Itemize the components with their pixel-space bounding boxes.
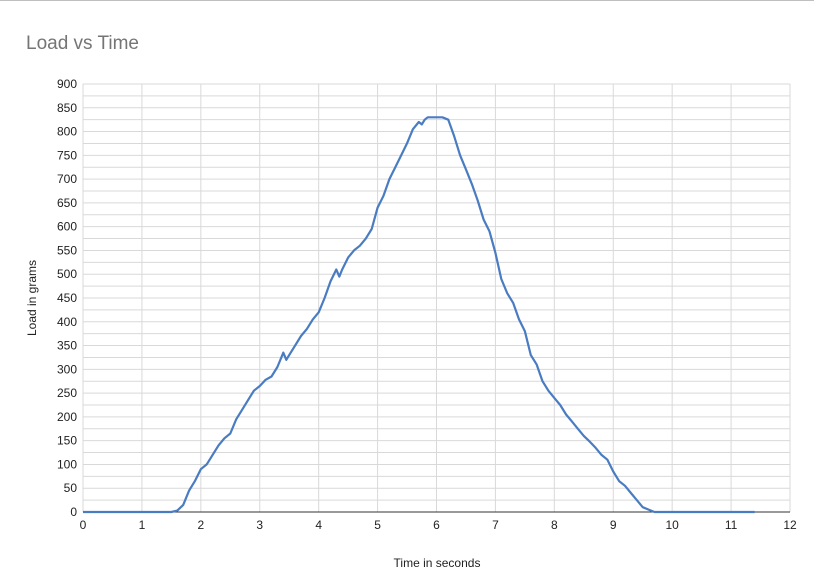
y-tick-label: 300: [57, 362, 77, 376]
x-tick-label: 1: [139, 518, 146, 532]
x-tick-label: 5: [374, 518, 381, 532]
x-tick-label: 7: [492, 518, 499, 532]
gridlines: [82, 83, 791, 513]
y-tick-label: 900: [57, 77, 77, 91]
x-tick-label: 10: [665, 518, 679, 532]
y-tick-label: 850: [57, 101, 77, 115]
y-tick-label: 350: [57, 339, 77, 353]
y-tick-label: 50: [64, 481, 78, 495]
axes: 0501001502002503003504004505005506006507…: [57, 77, 797, 532]
y-tick-label: 200: [57, 410, 77, 424]
x-tick-label: 6: [433, 518, 440, 532]
x-tick-label: 2: [197, 518, 204, 532]
top-divider: [0, 0, 814, 1]
y-tick-label: 150: [57, 434, 77, 448]
y-tick-label: 700: [57, 172, 77, 186]
x-tick-label: 4: [315, 518, 322, 532]
y-axis-title: Load in grams: [25, 260, 39, 336]
y-tick-label: 450: [57, 291, 77, 305]
chart-title: Load vs Time: [26, 33, 139, 54]
x-tick-label: 0: [80, 518, 87, 532]
series-line: [83, 116, 755, 514]
x-tick-label: 11: [725, 518, 738, 532]
x-tick-label: 12: [783, 518, 797, 532]
y-tick-label: 650: [57, 196, 77, 210]
y-tick-label: 600: [57, 220, 77, 234]
y-tick-label: 400: [57, 315, 77, 329]
series-layer: [83, 116, 755, 514]
y-tick-label: 0: [70, 505, 77, 519]
y-tick-label: 100: [57, 457, 77, 471]
y-tick-label: 750: [57, 148, 77, 162]
x-tick-label: 9: [610, 518, 617, 532]
x-axis-title: Time in seconds: [394, 556, 481, 570]
y-tick-label: 800: [57, 125, 77, 139]
y-tick-label: 250: [57, 386, 77, 400]
y-tick-label: 500: [57, 267, 77, 281]
x-tick-label: 8: [551, 518, 558, 532]
x-tick-label: 3: [256, 518, 263, 532]
y-tick-label: 550: [57, 243, 77, 257]
